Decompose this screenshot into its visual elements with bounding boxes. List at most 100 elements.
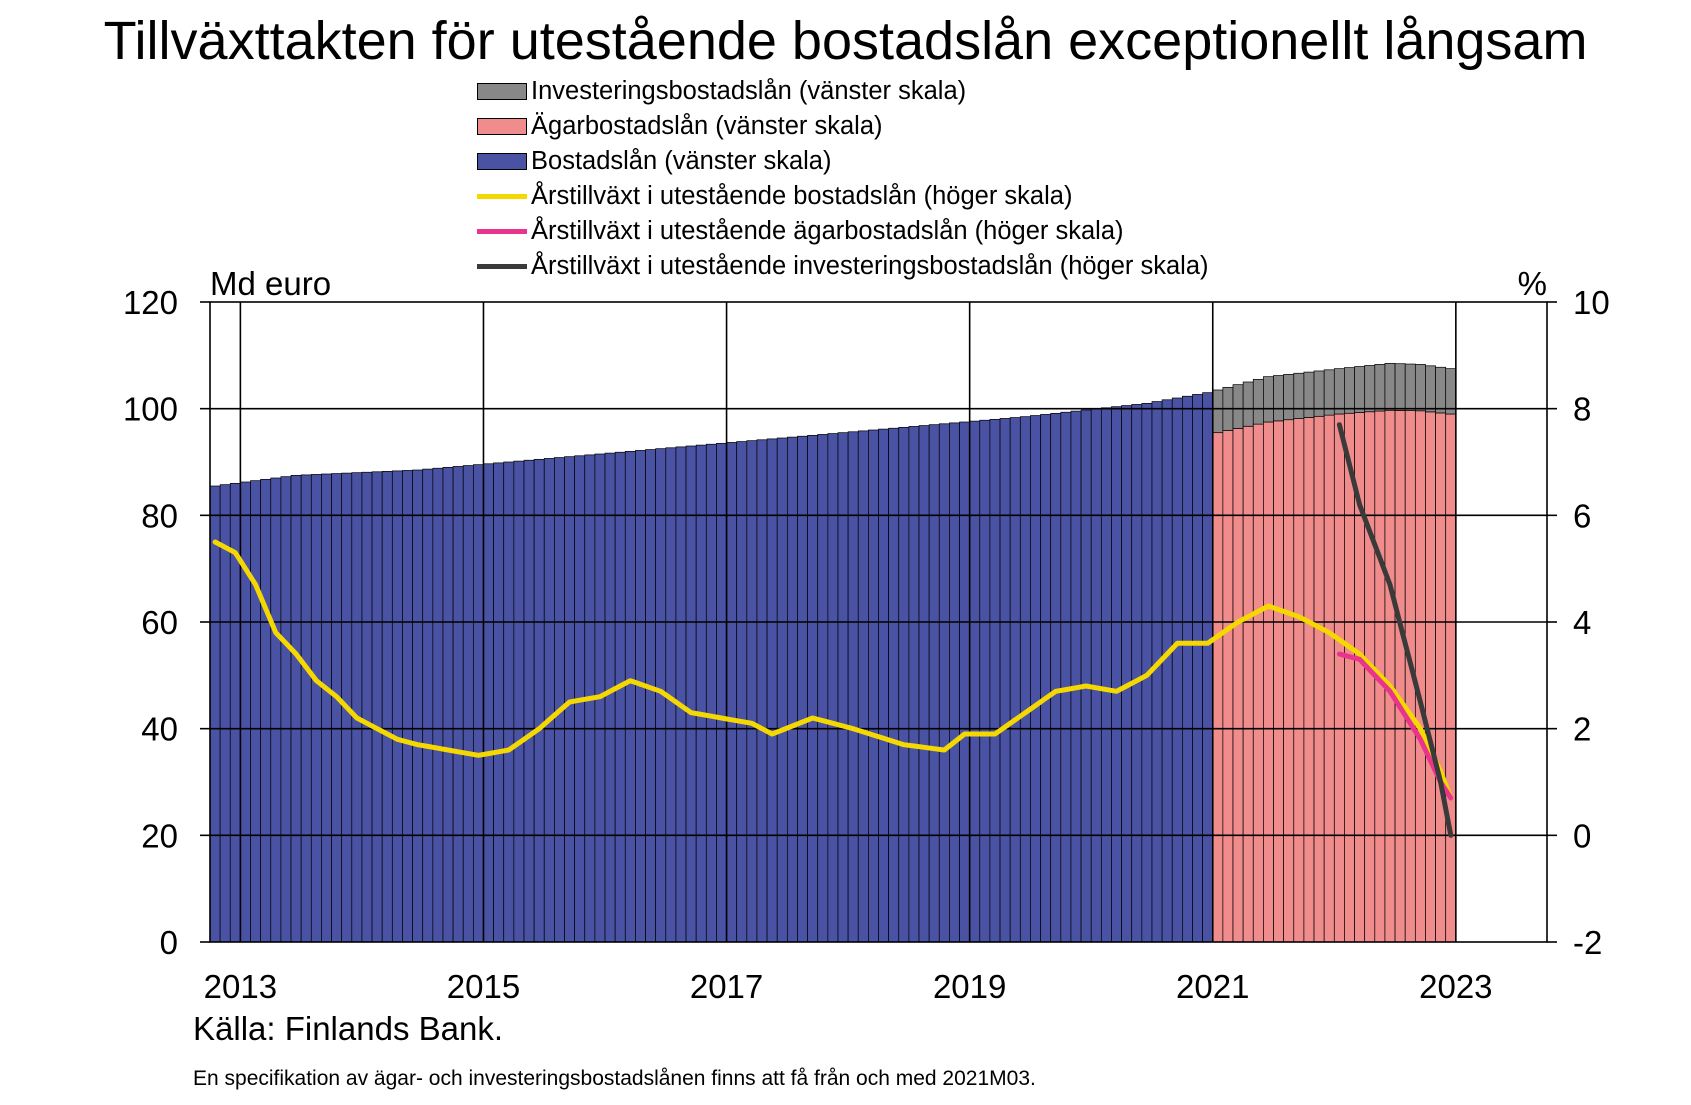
bar-bostadslan [1070,410,1082,943]
bar-bostadslan [807,434,819,943]
left-tick-label: 0 [160,924,178,961]
legend-line-growth-total [477,194,527,199]
line-growth-invest [1336,422,1454,838]
legend-swatch-investeringsbostadslan [477,83,527,100]
bar-bostadslan [250,480,261,943]
legend-swatch-bostadslan [477,153,527,170]
bar-bostadslan [1192,394,1203,943]
bar-bostadslan [675,446,687,943]
bar-bostadslan [827,433,839,943]
right-tick-label: 4 [1573,604,1591,641]
bar-investeringsbostadslan [1414,364,1426,412]
x-tick-label: 2023 [1419,968,1492,1005]
bar-investeringsbostadslan [1364,365,1376,413]
right-tick-label: 0 [1573,817,1591,854]
bar-bostadslan [1182,395,1193,943]
bar-bostadslan [878,428,889,943]
bar-bostadslan [513,460,525,943]
source-note: Källa: Finlands Bank. [193,1010,504,1047]
bar-agarbostadslan [1394,410,1406,943]
bar-investeringsbostadslan [1435,366,1447,414]
bar-investeringsbostadslan [1293,372,1305,419]
legend-label-growth-agar: Årstillväxt i utestående ägarbostadslån … [531,217,1124,245]
bar-bostadslan [331,473,343,943]
x-tick-label: 2015 [447,968,520,1005]
bar-bostadslan [290,474,302,943]
bar-agarbostadslan [1263,421,1274,943]
footnote: En specifikation av ägar- och investerin… [193,1067,1036,1090]
bar-bostadslan [321,473,332,943]
bar-bostadslan [361,471,373,943]
bar-bostadslan [554,457,565,943]
left-tick-label: 40 [141,711,178,748]
left-tick-label: 20 [141,817,178,854]
bar-bostadslan [503,461,515,943]
bar-bostadslan [979,419,991,943]
bar-agarbostadslan [1344,412,1355,943]
bar-bostadslan [1080,409,1092,943]
bar-bostadslan [533,458,545,943]
bar-bostadslan [462,465,474,943]
legend-label-growth-total: Årstillväxt i utestående bostadslån (hög… [531,182,1073,210]
bar-investeringsbostadslan [1283,374,1295,421]
bar-investeringsbostadslan [1303,371,1315,418]
left-tick-label: 80 [141,497,178,534]
bar-agarbostadslan [1212,432,1224,943]
bar-bostadslan [310,474,322,943]
bar-investeringsbostadslan [1212,389,1224,434]
bar-agarbostadslan [1293,418,1305,943]
bar-bostadslan [1050,412,1062,943]
bar-bostadslan [969,420,981,943]
left-axis-label: Md euro [210,265,331,302]
bar-bostadslan [614,451,626,943]
bar-agarbostadslan [1435,412,1447,943]
lines-layer [212,422,1454,838]
bar-bostadslan [918,425,930,943]
bar-bostadslan [857,430,869,943]
bar-bostadslan [888,427,900,943]
bar-bostadslan [280,476,292,943]
bar-bostadslan [908,426,920,943]
bar-agarbostadslan [1384,409,1396,943]
bar-investeringsbostadslan [1354,366,1366,413]
bar-investeringsbostadslan [1344,367,1355,414]
bar-bostadslan [695,444,707,943]
legend-label-growth-invest: Årstillväxt i utestående investeringsbos… [531,252,1209,280]
legend-line-growth-agar [477,229,527,234]
bar-bostadslan [351,472,363,943]
bar-bostadslan [412,469,424,943]
bar-bostadslan [999,418,1011,943]
bar-bostadslan [1171,397,1183,943]
bar-bostadslan [624,450,636,943]
x-tick-label: 2021 [1176,968,1249,1005]
legend-label-investeringsbostadslan: Investeringsbostadslån (vänster skala) [531,77,967,105]
bar-bostadslan [928,424,940,943]
bar-bostadslan [868,429,879,943]
bar-agarbostadslan [1414,410,1426,943]
bar-bostadslan [604,452,616,943]
legend-label-agarbostadslan: Ägarbostadslån (vänster skala) [531,112,883,140]
bar-investeringsbostadslan [1394,363,1406,411]
chart-title: Tillväxttakten för utestående bostadslån… [103,11,1588,71]
bar-investeringsbostadslan [1263,376,1274,423]
right-tick-label: 10 [1573,284,1610,321]
bar-investeringsbostadslan [1273,375,1285,422]
bar-agarbostadslan [1445,413,1457,943]
bar-bostadslan [837,432,849,943]
bar-bostadslan [949,422,960,943]
bar-bostadslan [736,441,748,943]
bar-investeringsbostadslan [1333,368,1345,415]
right-tick-label: 8 [1573,391,1591,428]
bar-bostadslan [1100,407,1112,943]
bar-bostadslan [1121,405,1133,943]
left-tick-label: 120 [123,284,178,321]
bar-bostadslan [209,485,221,943]
bar-agarbostadslan [1333,413,1345,943]
bar-investeringsbostadslan [1445,368,1457,415]
bar-bostadslan [635,450,646,943]
bar-agarbostadslan [1313,415,1325,943]
bar-bostadslan [1019,416,1031,943]
bar-bostadslan [432,467,444,943]
bar-bostadslan [1090,408,1102,943]
bar-agarbostadslan [1303,417,1315,943]
